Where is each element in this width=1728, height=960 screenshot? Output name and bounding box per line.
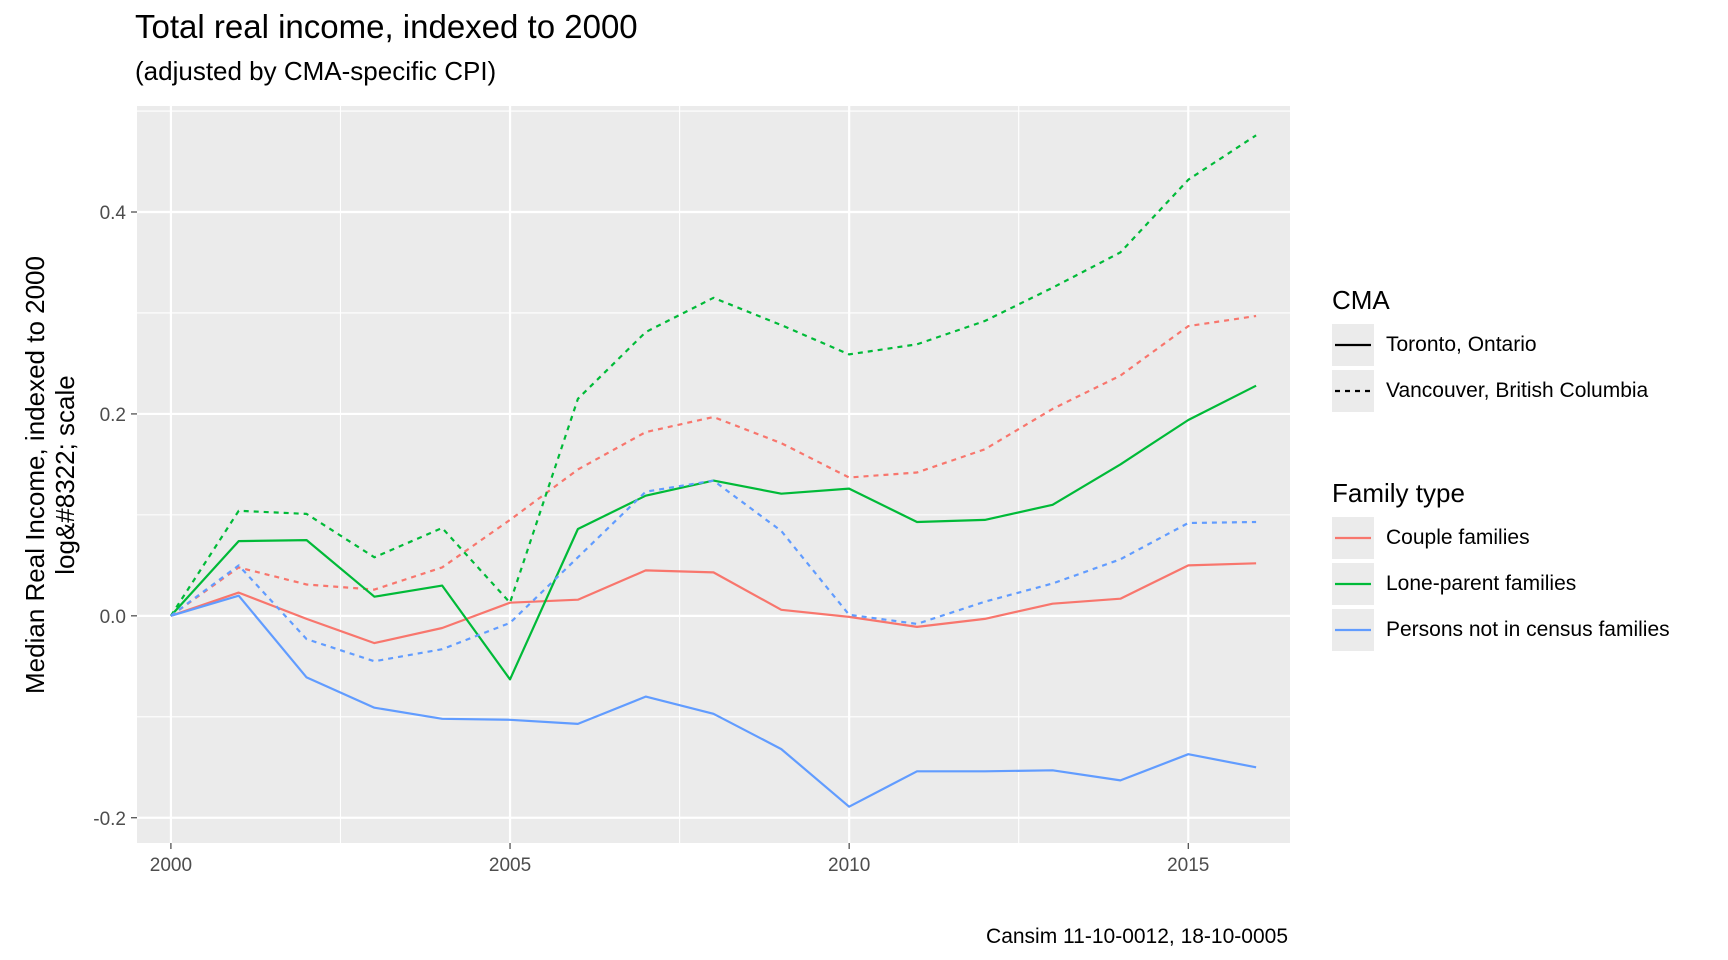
- legend-item-persons: Persons not in census families: [1332, 607, 1670, 653]
- series-line-persons-not-in-census-families-toronto: [170, 594, 1257, 808]
- chart-subtitle: (adjusted by CMA-specific CPI): [135, 56, 497, 86]
- source-caption: Cansim 11-10-0012, 18-10-0005: [986, 925, 1288, 948]
- legend-family-title: Family type: [1332, 478, 1465, 508]
- axis-ticks: [131, 211, 1189, 849]
- legend-cma-title: CMA: [1332, 285, 1390, 315]
- plot-panel: [137, 106, 1290, 843]
- legend-family-type: Family type Couple families Lone-parent …: [1332, 473, 1670, 653]
- legend-key-dashed: [1332, 370, 1374, 412]
- legend-label-toronto: Toronto, Ontario: [1386, 333, 1537, 356]
- legend-cma: CMA Toronto, Ontario Vancouver, British …: [1332, 280, 1648, 414]
- y-tick-label: 0.2: [100, 405, 126, 426]
- legend-item-vancouver: Vancouver, British Columbia: [1332, 368, 1648, 414]
- series-line-lone-parent-families-toronto: [170, 384, 1257, 681]
- chart-title: Total real income, indexed to 2000: [135, 8, 638, 45]
- legend-item-lone-parent: Lone-parent families: [1332, 561, 1670, 607]
- y-tick-labels: -0.2 0.0 0.2 0.4: [93, 203, 126, 830]
- legend-item-toronto: Toronto, Ontario: [1332, 322, 1648, 368]
- major-gridlines: [137, 106, 1290, 843]
- y-tick-label: -0.2: [93, 809, 126, 830]
- legend-label-couple: Couple families: [1386, 526, 1530, 549]
- legend-item-couple: Couple families: [1332, 515, 1670, 561]
- legend-key-solid: [1332, 324, 1374, 366]
- x-tick-labels: 2000 2005 2010 2015: [150, 855, 1210, 876]
- x-tick-label: 2005: [489, 855, 531, 876]
- legend-key-lone-parent: [1332, 563, 1374, 605]
- series-lines: [169, 134, 1257, 808]
- legend-key-persons: [1332, 609, 1374, 651]
- legend-label-vancouver: Vancouver, British Columbia: [1386, 379, 1649, 402]
- series-line-couple-families-toronto: [170, 562, 1257, 645]
- x-tick-label: 2010: [828, 855, 870, 876]
- x-tick-label: 2015: [1167, 855, 1209, 876]
- y-tick-label: 0.0: [100, 607, 126, 628]
- series-line-lone-parent-families-vancouver: [169, 134, 1257, 617]
- legend-label-lone-parent: Lone-parent families: [1386, 572, 1577, 595]
- legend-key-couple: [1332, 517, 1374, 559]
- legend-label-persons: Persons not in census families: [1386, 618, 1670, 641]
- y-tick-label: 0.4: [100, 203, 127, 224]
- minor-gridlines: [137, 106, 1290, 843]
- series-line-persons-not-in-census-families-vancouver: [170, 479, 1257, 663]
- x-tick-label: 2000: [150, 855, 192, 876]
